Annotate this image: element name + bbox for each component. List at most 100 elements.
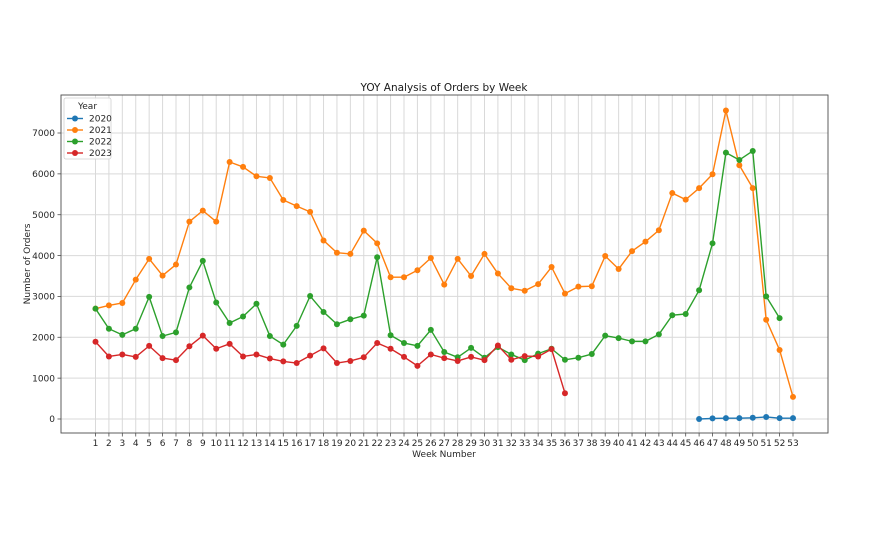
data-point — [776, 346, 783, 353]
y-tick-label: 3000 — [32, 293, 55, 303]
data-point — [696, 287, 703, 294]
data-point — [454, 357, 461, 364]
x-tick-label: 12 — [237, 439, 248, 449]
data-point — [146, 342, 153, 349]
data-point — [199, 332, 206, 339]
legend-entry-2022: 2022 — [67, 138, 112, 148]
data-point — [414, 267, 421, 274]
legend-title: Year — [77, 102, 97, 112]
x-tick-label: 5 — [146, 439, 152, 449]
data-point — [655, 331, 662, 338]
x-tick-label: 42 — [640, 439, 651, 449]
data-point — [240, 353, 247, 360]
data-point — [401, 353, 408, 360]
data-point — [588, 351, 595, 358]
data-point — [293, 360, 300, 367]
data-point — [441, 281, 448, 288]
x-tick-label: 51 — [760, 439, 771, 449]
data-point — [629, 338, 636, 345]
x-tick-label: 39 — [599, 439, 611, 449]
x-tick-label: 6 — [160, 439, 166, 449]
data-point — [132, 325, 139, 332]
x-tick-label: 40 — [613, 439, 625, 449]
data-point — [709, 171, 716, 178]
data-point — [508, 351, 515, 358]
x-tick-label: 2 — [106, 439, 112, 449]
data-point — [561, 356, 568, 363]
data-point — [722, 107, 729, 114]
data-point — [92, 305, 99, 312]
series-layer — [92, 107, 796, 422]
data-point — [293, 322, 300, 329]
data-point — [280, 341, 287, 348]
y-axis-ticks: 0 1000 2000 3000 4000 5000 6000 7000 — [32, 129, 61, 425]
data-point — [172, 329, 179, 336]
data-point — [642, 238, 649, 245]
legend-label: 2023 — [89, 149, 112, 159]
data-point — [92, 338, 99, 345]
data-point — [266, 333, 273, 340]
data-point — [468, 273, 475, 279]
data-point — [763, 293, 770, 300]
x-tick-label: 46 — [693, 439, 705, 449]
data-point — [494, 270, 501, 277]
data-point — [427, 351, 434, 358]
data-point — [709, 240, 716, 247]
x-tick-label: 10 — [210, 439, 222, 449]
x-tick-label: 36 — [559, 439, 571, 449]
data-point — [722, 415, 729, 422]
data-point — [374, 240, 381, 247]
data-point — [119, 331, 126, 338]
data-point — [186, 343, 193, 350]
data-point — [320, 345, 327, 352]
data-point — [535, 281, 542, 288]
series-2020 — [696, 413, 796, 422]
legend-marker-icon — [72, 150, 78, 156]
x-tick-label: 34 — [532, 439, 544, 449]
legend-marker-icon — [72, 138, 78, 145]
data-point — [535, 353, 542, 360]
x-tick-label: 29 — [465, 439, 477, 449]
data-point — [347, 316, 354, 323]
data-point — [508, 285, 515, 292]
x-tick-label: 3 — [119, 439, 125, 449]
x-tick-label: 35 — [546, 439, 557, 449]
data-point — [615, 266, 622, 273]
data-point — [253, 173, 260, 180]
x-tick-label: 33 — [519, 439, 530, 449]
data-point — [307, 352, 314, 359]
data-point — [615, 335, 622, 342]
data-point — [414, 362, 421, 369]
legend-marker-icon — [72, 127, 78, 133]
legend-label: 2022 — [89, 138, 112, 148]
data-point — [387, 332, 394, 339]
x-tick-label: 38 — [586, 439, 598, 449]
data-point — [253, 351, 260, 358]
data-point — [333, 321, 340, 328]
x-tick-label: 32 — [506, 439, 517, 449]
x-tick-label: 18 — [318, 439, 330, 449]
data-point — [199, 257, 206, 264]
x-tick-label: 45 — [680, 439, 691, 449]
data-point — [642, 338, 649, 345]
x-tick-label: 28 — [452, 439, 464, 449]
data-point — [199, 207, 206, 214]
data-point — [776, 315, 783, 322]
data-point — [307, 293, 314, 300]
data-point — [213, 218, 220, 225]
data-point — [213, 299, 220, 306]
data-point — [790, 415, 796, 422]
data-point — [360, 354, 367, 361]
data-point — [749, 185, 756, 192]
data-point — [709, 415, 716, 422]
x-tick-label: 50 — [747, 439, 759, 449]
data-point — [763, 316, 770, 323]
data-point — [226, 319, 233, 326]
x-tick-label: 27 — [439, 439, 450, 449]
legend-label: 2021 — [89, 126, 112, 136]
data-point — [414, 342, 421, 349]
y-tick-label: 2000 — [32, 333, 55, 343]
data-point — [226, 159, 233, 166]
data-point — [494, 342, 501, 349]
data-point — [159, 333, 166, 340]
